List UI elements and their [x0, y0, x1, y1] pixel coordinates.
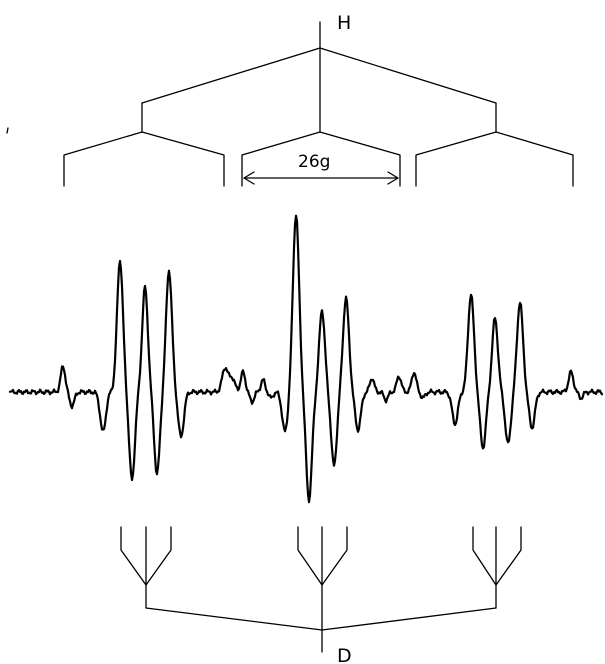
h-tree-right-branch [415, 131, 574, 187]
splitting-value-label: 26g [298, 152, 330, 172]
d-tree-right-group [472, 526, 522, 586]
splitting-arrow [243, 171, 399, 185]
stray-mark [6, 127, 9, 134]
d-nucleus-label: D [337, 645, 352, 664]
h-tree-center-branch [241, 131, 401, 187]
splitting-arrow-left-head [243, 171, 255, 185]
h-tree-left-branch [63, 131, 225, 187]
spectrum-trace [8, 214, 604, 504]
d-tree-base [145, 607, 497, 631]
splitting-arrow-right-head [387, 171, 399, 185]
h-splitting-tree [63, 21, 574, 187]
h-nucleus-label: H [337, 12, 351, 34]
d-splitting-tree [120, 526, 522, 653]
h-tree-level1 [141, 47, 497, 104]
